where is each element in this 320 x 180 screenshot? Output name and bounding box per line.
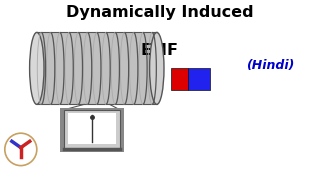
- Bar: [171, 68, 188, 90]
- Ellipse shape: [30, 32, 44, 104]
- Text: (Hindi): (Hindi): [246, 59, 295, 72]
- Bar: [68, 113, 116, 144]
- Text: Dynamically Induced: Dynamically Induced: [66, 5, 254, 20]
- Ellipse shape: [150, 32, 164, 104]
- Ellipse shape: [5, 133, 37, 166]
- Bar: [60, 108, 124, 152]
- Bar: [37, 32, 157, 104]
- Text: EMF: EMF: [141, 43, 179, 58]
- Bar: [64, 110, 120, 149]
- Bar: [188, 68, 210, 90]
